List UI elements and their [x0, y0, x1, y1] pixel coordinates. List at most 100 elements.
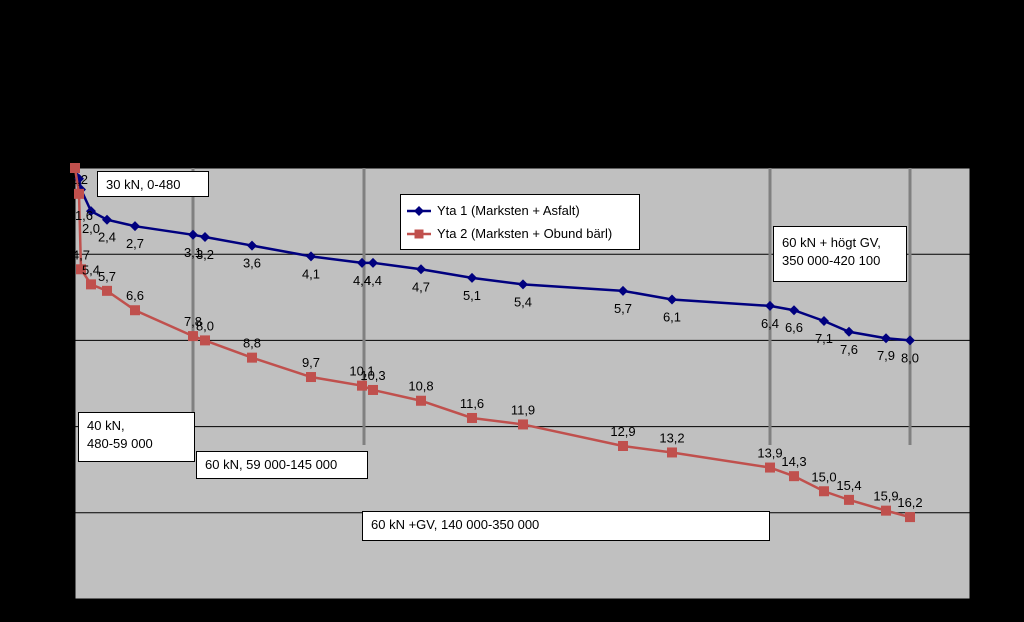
series-2-point	[86, 279, 96, 290]
phase-lines	[191, 168, 912, 445]
phase-annotation-60kn-high-gv-line2: 350 000-420 100	[782, 253, 881, 268]
series-2-point	[467, 412, 477, 423]
data-label-s2: 9,7	[302, 355, 320, 370]
data-label-s1: 3,2	[196, 247, 214, 262]
data-label-s1: 6,1	[663, 309, 681, 324]
series-layer	[70, 163, 915, 523]
series-1-point	[357, 257, 367, 268]
data-label-s1: 8,0	[901, 350, 919, 365]
series-2-point	[368, 384, 378, 395]
data-label-s2: 7,8	[184, 314, 202, 329]
series-1-point	[618, 285, 628, 296]
data-label-s1: 3,6	[243, 256, 261, 271]
series-1-point	[789, 305, 799, 316]
data-label-s2: 1,2	[70, 172, 88, 187]
data-label-s1: 4,1	[302, 266, 320, 281]
data-label-s2: 11,9	[511, 402, 535, 417]
data-label-s1: 7,6	[840, 342, 858, 357]
data-label-s1: 2,4	[98, 230, 116, 245]
data-label-s1: 6,4	[761, 316, 779, 331]
data-label-s1: 4,7	[412, 279, 430, 294]
series-1-point	[518, 279, 528, 290]
series-2-point	[102, 285, 112, 296]
data-label-s1: 4,4	[353, 273, 371, 288]
series-1-point	[306, 251, 316, 262]
series-2-point	[416, 395, 426, 406]
data-label-s1: 2,0	[82, 221, 100, 236]
phase-annotation-60kn-gv: 60 kN +GV, 140 000-350 000	[362, 511, 770, 541]
data-label-s1: 2,7	[126, 236, 144, 251]
series-2-point	[618, 440, 628, 451]
data-label-extra: 1,6	[75, 208, 93, 223]
legend: Yta 1 (Marksten + Asfalt) Yta 2 (Markste…	[400, 194, 640, 250]
series-1-point	[102, 214, 112, 225]
data-label-s1: 4,4	[364, 273, 382, 288]
series-1-point	[819, 316, 829, 327]
data-label-s2: 14,3	[781, 454, 806, 469]
data-label-s2: 16,2	[897, 495, 922, 510]
series-1-point	[905, 335, 915, 346]
series-1-point	[844, 326, 854, 337]
series-1-point	[247, 240, 257, 251]
series-2-point	[905, 512, 915, 523]
data-label-s2: 12,9	[610, 424, 635, 439]
phase-annotation-60kn-high-gv: 60 kN + högt GV, 350 000-420 100	[773, 226, 907, 282]
data-label-s1: 5,4	[514, 294, 532, 309]
series-1-point	[765, 300, 775, 311]
data-label-s1: 5,7	[614, 301, 632, 316]
series-1-point	[368, 257, 378, 268]
phase-annotation-60kn-text: 60 kN, 59 000-145 000	[205, 457, 338, 472]
phase-annotation-40kn: 40 kN, 480-59 000	[78, 412, 195, 462]
series-2-point	[765, 462, 775, 473]
legend-marker-square-icon	[407, 229, 431, 239]
series-2-point	[130, 305, 140, 316]
series-2-point	[188, 331, 198, 342]
series-1-point	[188, 229, 198, 240]
phase-annotation-40kn-line1: 40 kN,	[87, 418, 125, 433]
series-2-point	[357, 380, 367, 391]
series-2-point	[667, 447, 677, 458]
data-label-s2: 6,6	[126, 288, 144, 303]
data-label-s2: 8,8	[243, 336, 261, 351]
series-1-point	[416, 264, 426, 275]
data-label-s2: 13,9	[757, 446, 782, 461]
series-2-point	[74, 188, 84, 199]
phase-annotation-40kn-line2: 480-59 000	[87, 436, 153, 451]
data-labels: 2,02,4 2,73,13,23,64,1 4,44,4 4,75,1 5,4 5,76…	[70, 172, 923, 510]
data-label-s1: 5,1	[463, 288, 481, 303]
data-label-s1: 7,9	[877, 348, 895, 363]
data-label-s2: 10,8	[408, 379, 433, 394]
series-1-point	[881, 333, 891, 344]
data-label-s1: 7,1	[815, 331, 833, 346]
legend-label-yta2: Yta 2 (Marksten + Obund bärl)	[437, 226, 613, 241]
series-2-point	[518, 419, 528, 430]
series-2-point	[247, 352, 257, 363]
legend-label-yta1: Yta 1 (Marksten + Asfalt)	[437, 203, 580, 218]
series-1-point	[130, 221, 140, 232]
data-label-s2: 15,0	[811, 469, 836, 484]
series-1-point	[467, 272, 477, 283]
series-2-point	[200, 335, 210, 346]
data-label-s2: 11,6	[460, 396, 484, 411]
series-2-point	[789, 471, 799, 482]
data-label-s2: 15,4	[836, 478, 861, 493]
series-1-point	[86, 206, 96, 217]
series-2-point	[76, 264, 86, 275]
data-label-s2: 4,7	[72, 247, 90, 262]
data-label-s2: 5,7	[98, 269, 116, 284]
legend-marker-diamond-icon	[407, 206, 431, 216]
phase-annotation-30kn-text: 30 kN, 0-480	[106, 177, 181, 192]
data-label-s2: 8,0	[196, 318, 214, 333]
data-label-s2: 13,2	[659, 430, 684, 445]
data-label-s2: 15,9	[873, 489, 898, 504]
phase-annotation-60kn-high-gv-line1: 60 kN + högt GV,	[782, 235, 881, 250]
series-2-point	[819, 486, 829, 497]
data-label-s1: 3,1	[184, 245, 202, 260]
data-label-s1: 6,6	[785, 320, 803, 335]
series-2-point	[881, 505, 891, 516]
series-2-point	[844, 494, 854, 505]
series-2-point	[306, 372, 316, 383]
series-1-point	[667, 294, 677, 305]
data-label-s2: 5,4	[82, 262, 100, 277]
phase-annotation-60kn: 60 kN, 59 000-145 000	[196, 451, 368, 479]
